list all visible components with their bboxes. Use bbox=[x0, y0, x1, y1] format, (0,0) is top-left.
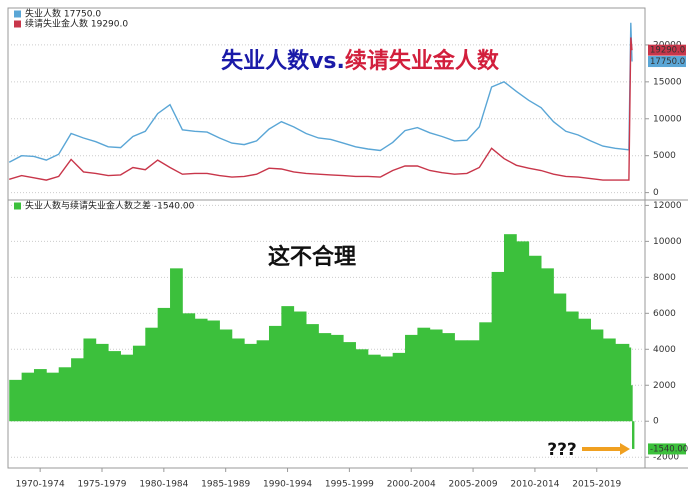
last-value-label: 17750.0 bbox=[650, 57, 685, 67]
area-bar bbox=[244, 343, 258, 422]
area-bar bbox=[503, 234, 517, 422]
y-tick-label: 0 bbox=[653, 417, 659, 427]
legend-swatch bbox=[14, 10, 21, 18]
legend-label: 续请失业金人数 19290.0 bbox=[25, 18, 128, 30]
x-tick-label: 1985-1989 bbox=[201, 480, 250, 490]
last-value-label: -1540.00 bbox=[650, 444, 688, 454]
area-bar bbox=[429, 329, 443, 422]
area-bar bbox=[83, 338, 97, 422]
y-tick-label: 10000 bbox=[653, 237, 682, 247]
area-bar bbox=[281, 306, 295, 422]
panel: 05000100001500020000失业人数 17750.017750.0续… bbox=[8, 8, 686, 198]
area-bar bbox=[170, 268, 183, 422]
x-tick-label: 1970-1974 bbox=[16, 480, 65, 490]
area-bar bbox=[33, 369, 47, 422]
area-bar bbox=[194, 318, 208, 422]
area-bar bbox=[615, 343, 630, 422]
x-tick-label: 2010-2014 bbox=[510, 480, 559, 490]
area-bar bbox=[466, 340, 480, 422]
area-bar bbox=[578, 318, 591, 422]
y-tick-label: 6000 bbox=[653, 309, 676, 319]
arrow-head bbox=[620, 443, 630, 455]
area-bar bbox=[293, 311, 307, 422]
area-bar bbox=[306, 324, 319, 422]
area-bar bbox=[355, 349, 369, 422]
area-bar bbox=[343, 342, 356, 422]
area-bar bbox=[565, 311, 579, 422]
title-part: 失业人数vs. bbox=[221, 48, 345, 74]
area-bar bbox=[553, 293, 567, 422]
area-bar bbox=[630, 385, 633, 422]
area-bar bbox=[256, 340, 270, 422]
last-value-label: 19290.0 bbox=[650, 46, 685, 56]
area-bar bbox=[268, 325, 282, 422]
y-tick-label: 10000 bbox=[653, 114, 682, 124]
area-bar bbox=[71, 358, 84, 422]
area-bar bbox=[21, 372, 35, 422]
area-bar bbox=[157, 307, 171, 422]
area-bar bbox=[479, 322, 493, 422]
x-tick-label: 2000-2004 bbox=[387, 480, 436, 490]
y-tick-label: 8000 bbox=[653, 273, 676, 283]
line bbox=[8, 22, 633, 163]
area-bar bbox=[207, 320, 220, 422]
y-tick-label: 4000 bbox=[653, 345, 676, 355]
last-value-box bbox=[648, 56, 686, 68]
line bbox=[8, 37, 633, 181]
y-tick-label: 15000 bbox=[653, 77, 682, 87]
area-bar bbox=[541, 268, 554, 422]
area-bar bbox=[454, 340, 468, 422]
area-bar bbox=[318, 333, 332, 422]
y-tick-label: 2000 bbox=[653, 381, 676, 391]
area-bar bbox=[632, 421, 635, 449]
area-bar bbox=[145, 327, 159, 422]
area-bar bbox=[219, 329, 233, 422]
area-bar bbox=[58, 367, 72, 422]
legend-swatch bbox=[14, 202, 21, 210]
area-bar bbox=[405, 334, 418, 422]
area-bar bbox=[46, 372, 60, 422]
area-bar bbox=[602, 338, 616, 422]
area-bar bbox=[330, 334, 344, 422]
area-bar bbox=[417, 327, 431, 422]
x-tick-label: 1995-1999 bbox=[325, 480, 374, 490]
legend-label: 失业人数与续请失业金人数之差 -1540.00 bbox=[25, 200, 195, 212]
y-tick-label: 12000 bbox=[653, 201, 682, 211]
area-bar bbox=[442, 333, 455, 422]
x-tick-label: 1975-1979 bbox=[77, 480, 126, 490]
y-tick-label: -2000 bbox=[653, 453, 679, 463]
x-tick-label: 1990-1994 bbox=[263, 480, 312, 490]
area-bar bbox=[367, 354, 381, 422]
area-bar bbox=[392, 352, 406, 422]
legend-swatch bbox=[14, 20, 21, 28]
area-bar bbox=[9, 379, 23, 422]
area-bar bbox=[628, 347, 632, 422]
area-bar bbox=[590, 329, 604, 422]
x-tick-label: 2005-2009 bbox=[449, 480, 498, 490]
x-tick-label: 2015-2019 bbox=[572, 480, 621, 490]
last-value-box bbox=[648, 443, 686, 455]
y-tick-label: 5000 bbox=[653, 151, 676, 161]
area-bar bbox=[132, 345, 146, 422]
area-bar bbox=[528, 255, 542, 422]
area-bar bbox=[516, 241, 530, 422]
area-bar bbox=[231, 338, 245, 422]
area-bar bbox=[95, 343, 109, 422]
area-bar bbox=[120, 354, 134, 422]
area-bar bbox=[182, 313, 196, 422]
last-value-box bbox=[648, 44, 686, 56]
annotation: 这不合理 bbox=[268, 244, 356, 270]
panel: -2000 0 2000 4000 6000 8000 10000 12000 1970-197… bbox=[8, 200, 688, 490]
annotation: ??? bbox=[547, 440, 577, 460]
chart-title: 失业人数vs.续请失业金人数 bbox=[221, 48, 500, 74]
y-tick-label: 0 bbox=[653, 188, 659, 198]
x-tick-label: 1980-1984 bbox=[139, 480, 188, 490]
area-bar bbox=[380, 356, 394, 422]
area-bar bbox=[491, 271, 505, 422]
area-bar bbox=[108, 351, 121, 422]
title-part: 续请失业金人数 bbox=[345, 48, 500, 74]
legend-label: 失业人数 17750.0 bbox=[25, 8, 101, 20]
